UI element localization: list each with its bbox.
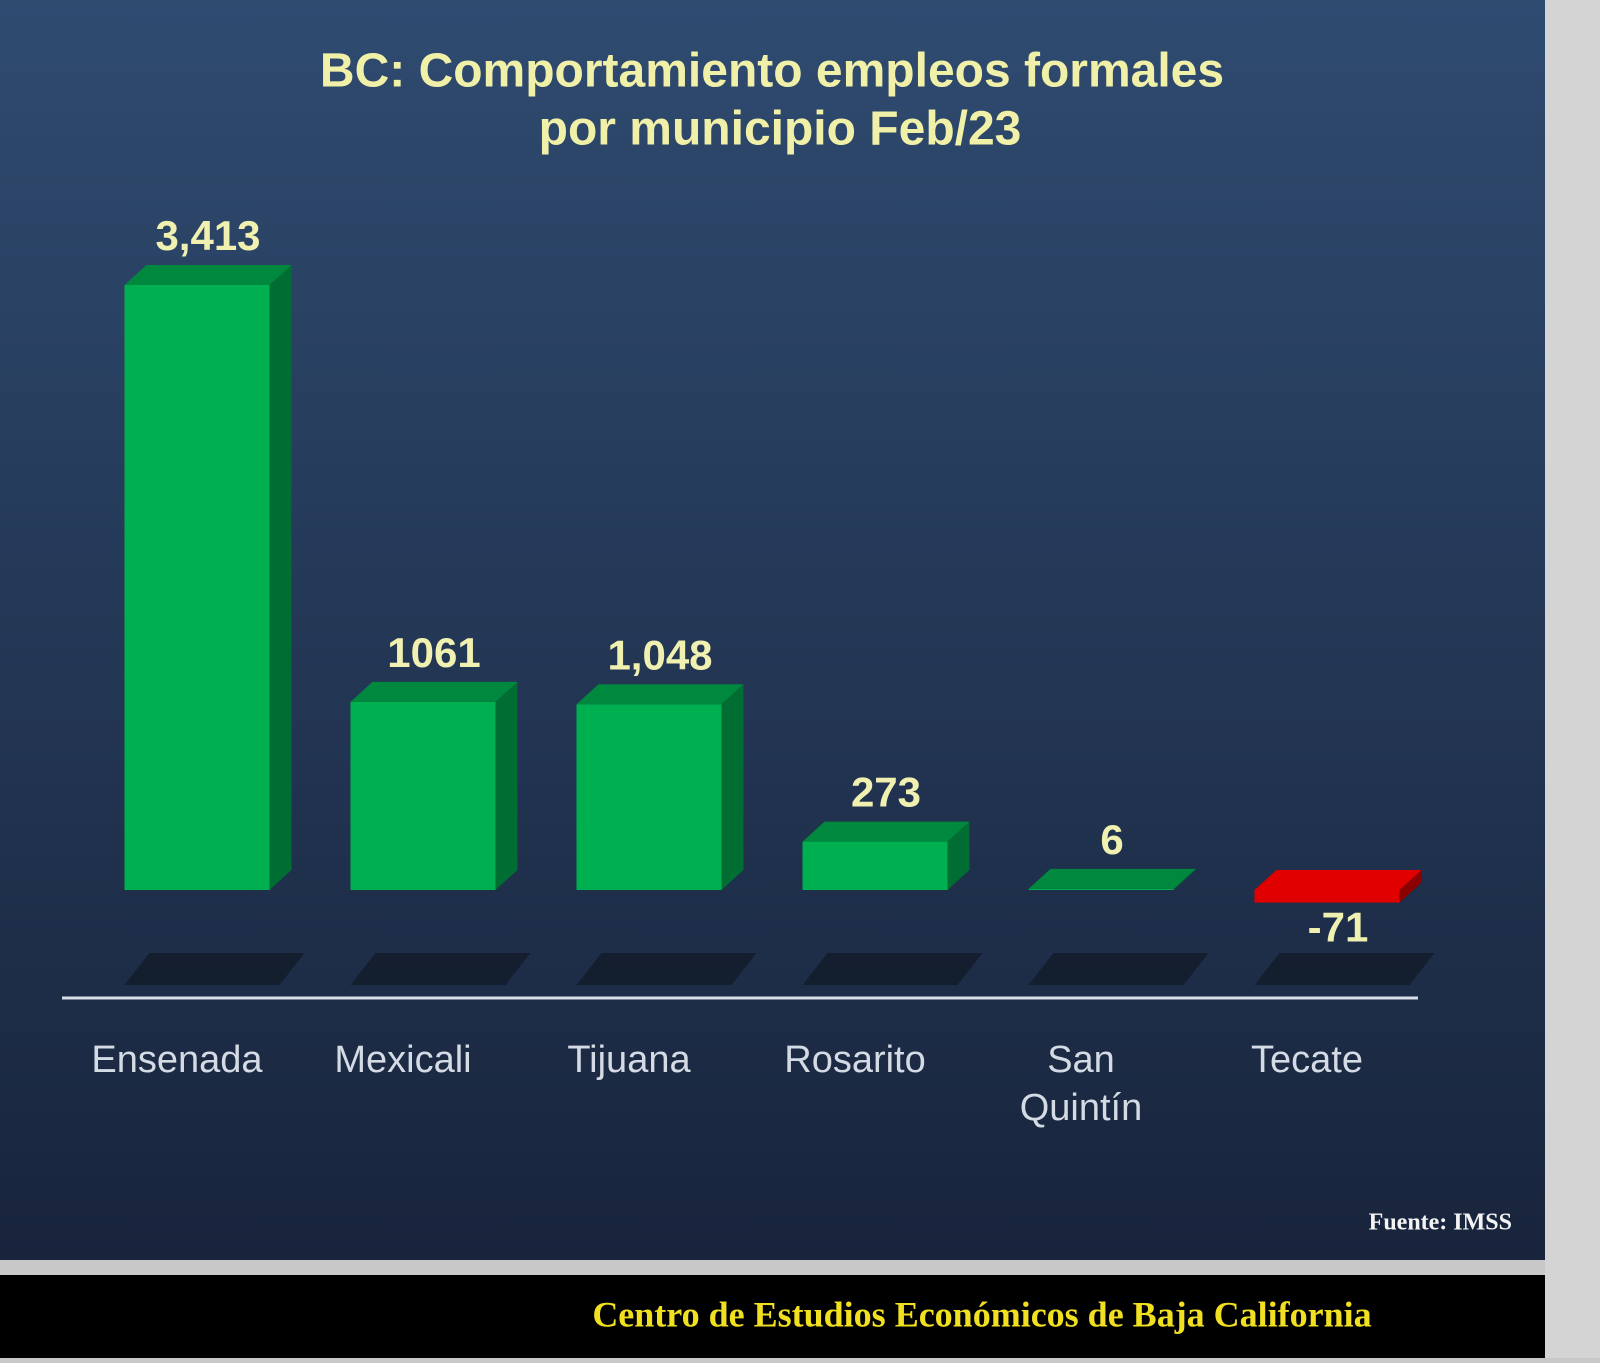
bar-side bbox=[1399, 870, 1422, 903]
x-tick-label: San Quintín bbox=[1020, 1039, 1143, 1129]
x-tick-label: Rosarito bbox=[784, 1039, 926, 1081]
x-tick-label: Tijuana bbox=[567, 1039, 691, 1081]
bar-top bbox=[802, 821, 970, 842]
bar-top bbox=[1254, 870, 1422, 890]
bar bbox=[1254, 890, 1400, 903]
bar-side bbox=[269, 265, 292, 890]
footer-band bbox=[0, 1275, 1545, 1358]
value-label: 273 bbox=[851, 769, 921, 816]
bar bbox=[1028, 888, 1174, 890]
bar-side bbox=[947, 821, 970, 890]
bar bbox=[124, 285, 270, 890]
chart-title: BC: Comportamiento empleos formales bbox=[320, 45, 1224, 98]
side-strip bbox=[1545, 0, 1600, 1358]
chart-title: por municipio Feb/23 bbox=[539, 103, 1022, 156]
x-tick-label: Ensenada bbox=[91, 1039, 263, 1081]
bar bbox=[576, 704, 722, 890]
x-tick-label: Tecate bbox=[1251, 1039, 1363, 1081]
value-label: 1061 bbox=[387, 629, 480, 676]
bar-shadow bbox=[1028, 953, 1209, 985]
value-label: 6 bbox=[1100, 816, 1123, 863]
value-label: -71 bbox=[1308, 904, 1369, 951]
x-tick-label: Mexicali bbox=[334, 1039, 471, 1081]
bar-shadow bbox=[350, 953, 531, 985]
bar-top bbox=[576, 684, 744, 705]
bar-top bbox=[350, 681, 518, 702]
label-line: San bbox=[1047, 1039, 1115, 1081]
value-label: 1,048 bbox=[607, 631, 712, 678]
bar-top bbox=[1028, 868, 1196, 889]
bar-side bbox=[721, 684, 744, 890]
bar bbox=[802, 841, 948, 890]
bar-side bbox=[495, 681, 518, 890]
bar bbox=[350, 701, 496, 890]
bar-side bbox=[1173, 868, 1196, 890]
footer-text: Centro de Estudios Económicos de Baja Ca… bbox=[592, 1294, 1371, 1334]
bar-shadow bbox=[124, 953, 305, 985]
bar-shadow bbox=[802, 953, 983, 985]
bar-shadow bbox=[576, 953, 757, 985]
bar-top bbox=[124, 265, 292, 285]
bar-shadow bbox=[1254, 953, 1435, 985]
label-line: Quintín bbox=[1020, 1087, 1143, 1129]
value-label: 3,413 bbox=[155, 212, 260, 259]
source: Fuente: IMSS bbox=[1369, 1210, 1512, 1236]
